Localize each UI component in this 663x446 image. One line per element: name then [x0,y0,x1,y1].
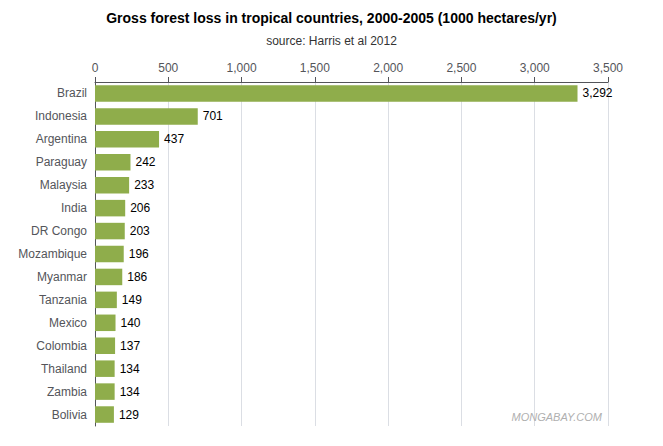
svg-text:134: 134 [120,362,140,376]
svg-text:Tanzania: Tanzania [39,293,87,307]
svg-text:Argentina: Argentina [36,132,88,146]
svg-text:3,000: 3,000 [520,61,550,75]
svg-text:233: 233 [134,178,154,192]
svg-text:source: Harris et al 2012: source: Harris et al 2012 [266,34,397,48]
svg-text:Zambia: Zambia [47,385,87,399]
svg-text:3,292: 3,292 [583,86,613,100]
svg-text:Indonesia: Indonesia [35,109,87,123]
svg-text:1,500: 1,500 [300,61,330,75]
svg-text:1,000: 1,000 [227,61,257,75]
svg-text:242: 242 [135,155,155,169]
svg-text:2,000: 2,000 [373,61,403,75]
svg-text:Gross forest loss in tropical: Gross forest loss in tropical countries,… [106,10,557,26]
svg-text:DR Congo: DR Congo [31,224,87,238]
svg-text:Mexico: Mexico [49,316,87,330]
svg-text:437: 437 [164,132,184,146]
svg-text:Paraguay: Paraguay [36,155,87,169]
svg-text:203: 203 [130,224,150,238]
svg-text:140: 140 [121,316,141,330]
svg-text:129: 129 [119,408,139,422]
svg-text:206: 206 [130,201,150,215]
svg-text:149: 149 [122,293,142,307]
svg-text:MONGABAY.COM: MONGABAY.COM [512,411,603,423]
svg-text:Brazil: Brazil [57,86,87,100]
svg-text:0: 0 [92,61,99,75]
svg-text:3,500: 3,500 [593,61,623,75]
svg-text:137: 137 [120,339,140,353]
svg-text:Myanmar: Myanmar [37,270,87,284]
svg-text:Thailand: Thailand [41,362,87,376]
svg-text:701: 701 [203,109,223,123]
svg-text:India: India [61,201,87,215]
svg-text:134: 134 [120,385,140,399]
svg-text:Mozambique: Mozambique [18,247,87,261]
svg-text:Bolivia: Bolivia [52,408,88,422]
svg-text:2,500: 2,500 [446,61,476,75]
svg-text:Colombia: Colombia [36,339,87,353]
svg-text:Malaysia: Malaysia [40,178,88,192]
svg-text:500: 500 [158,61,178,75]
svg-text:196: 196 [129,247,149,261]
svg-text:186: 186 [127,270,147,284]
